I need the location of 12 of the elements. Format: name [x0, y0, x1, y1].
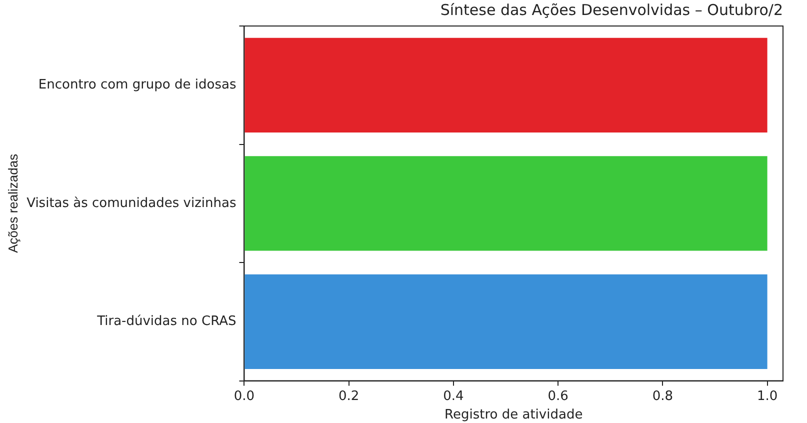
x-tick-label: 0.4: [443, 388, 464, 404]
chart-title: Síntese das Ações Desenvolvidas – Outubro/2: [440, 0, 783, 19]
x-tick-label: 0.8: [652, 388, 674, 404]
x-tick-label: 0.2: [338, 388, 360, 404]
x-tick-label: 1.0: [756, 388, 778, 404]
y-tick-label: Visitas às comunidades vizinhas: [26, 196, 236, 211]
y-axis-title: Ações realizadas: [5, 153, 20, 253]
x-tick-label: 0.0: [234, 388, 255, 404]
y-tick-label: Encontro com grupo de idosas: [38, 78, 236, 93]
x-tick-label: 0.6: [548, 388, 568, 404]
y-tick-label: Tira-dúvidas no CRAS: [96, 314, 236, 330]
x-axis-title: Registro de atividade: [444, 408, 583, 423]
